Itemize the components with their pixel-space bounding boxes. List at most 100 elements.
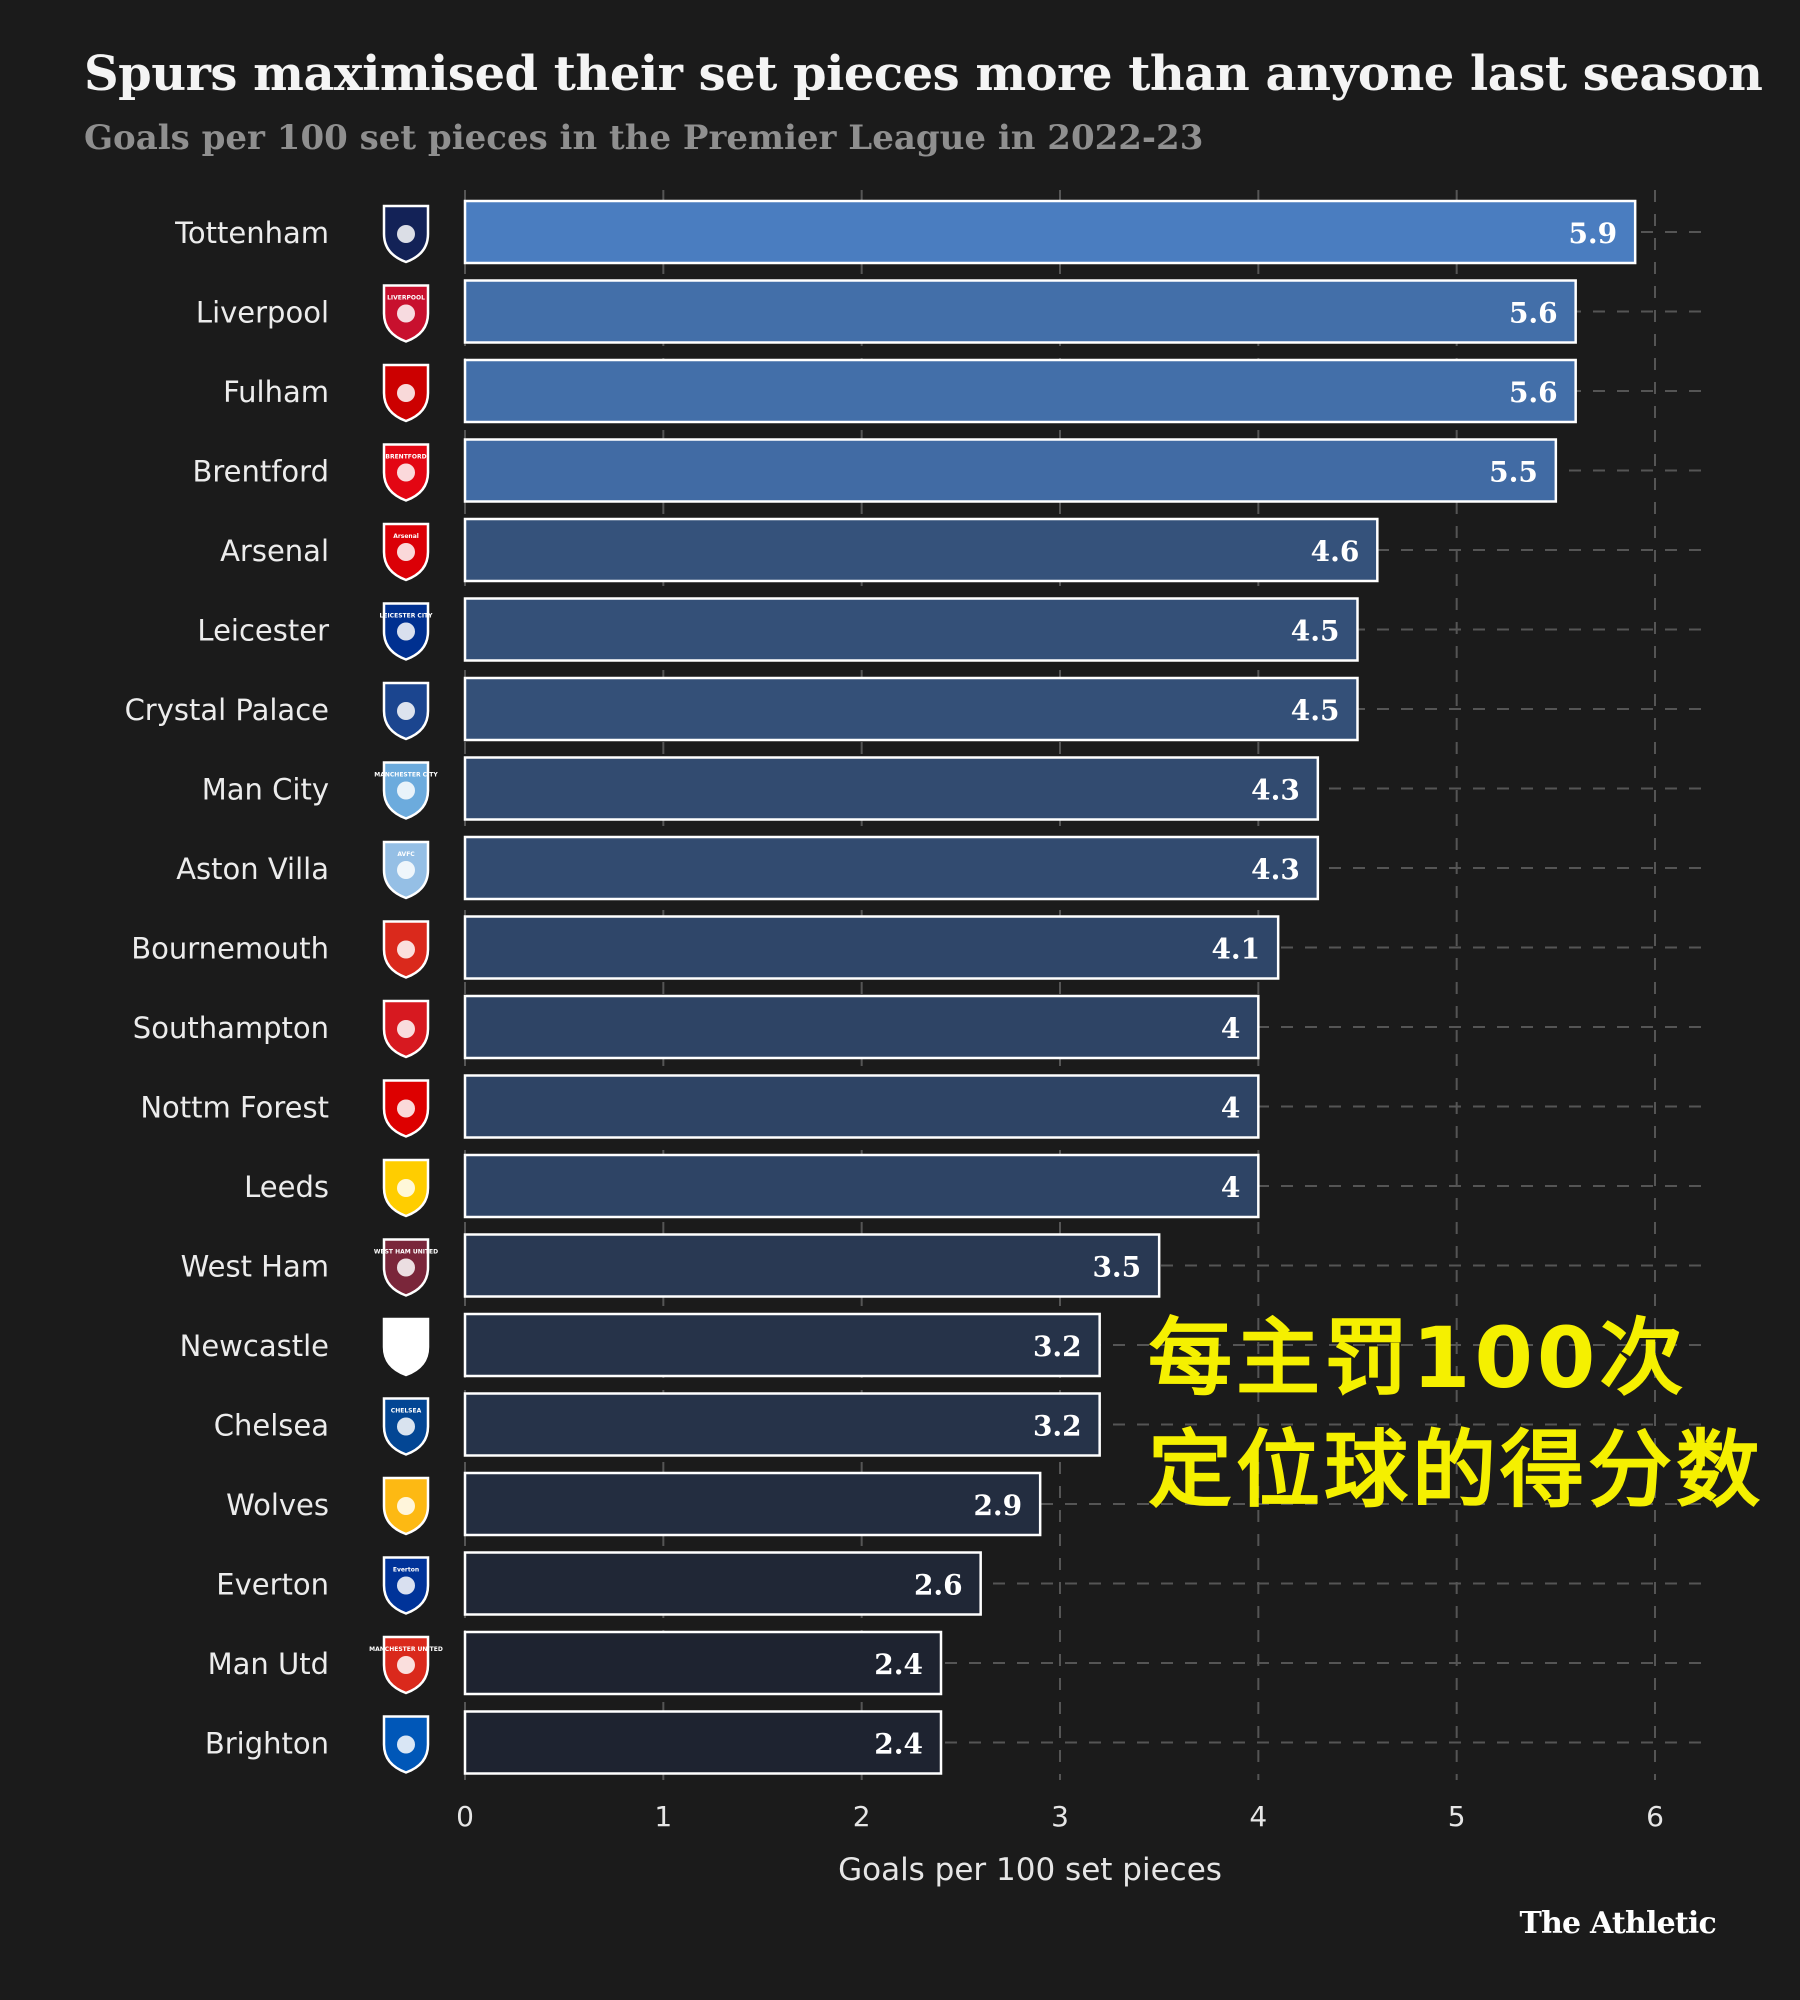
bar-value-label: 4.5 [1291, 694, 1340, 727]
annotation-line-1: 每主罚100次 [1148, 1309, 1688, 1407]
team-label: Tottenham [174, 216, 329, 250]
crystal-palace-crest-icon [382, 681, 430, 741]
bar-value-label: 5.6 [1509, 376, 1558, 409]
x-tick-label: 2 [853, 1800, 871, 1833]
team-label: Bournemouth [131, 932, 329, 966]
x-tick-label: 4 [1249, 1800, 1267, 1833]
chelsea-crest-icon: CHELSEA [382, 1397, 430, 1456]
crest-emblem [397, 702, 415, 720]
brand-logo: The Athletic [1519, 1906, 1717, 1941]
crest-text: LIVERPOOL [387, 295, 425, 302]
bar [463, 994, 1260, 1060]
team-label: Arsenal [220, 534, 329, 568]
team-label: Newcastle [180, 1329, 329, 1363]
x-tick-label: 1 [654, 1800, 672, 1833]
annotation-line-2: 定位球的得分数 [1148, 1421, 1765, 1519]
bar [463, 915, 1280, 980]
bar-value-label: 3.2 [1033, 1330, 1082, 1363]
bar [463, 1471, 1042, 1537]
bar-value-label: 4.3 [1251, 853, 1300, 886]
bar [463, 1233, 1161, 1298]
team-label: Everton [216, 1568, 329, 1602]
bar [463, 1153, 1260, 1219]
crest-text: WEST HAM UNITED [374, 1249, 438, 1256]
chart-subtitle: Goals per 100 set pieces in the Premier … [84, 118, 1204, 158]
man-city-crest-icon: MANCHESTER CITY [374, 761, 438, 820]
team-label: Crystal Palace [125, 693, 329, 727]
bar-value-label: 4.6 [1311, 535, 1360, 568]
crest-text: AVFC [397, 851, 415, 858]
newcastle-crest-icon [382, 1317, 430, 1377]
x-tick-label: 5 [1448, 1800, 1466, 1833]
bar-value-label: 4 [1221, 1171, 1240, 1204]
bar-value-label: 3.5 [1092, 1251, 1141, 1284]
bar [463, 279, 1577, 344]
crest-emblem [397, 1099, 415, 1118]
aston-villa-crest-icon: AVFC [382, 840, 430, 900]
crest-emblem [397, 940, 415, 959]
brighton-crest-icon [382, 1715, 430, 1774]
crest-emblem [397, 304, 415, 323]
crest-emblem [397, 1735, 415, 1754]
arsenal-crest-icon: Arsenal [382, 522, 430, 582]
x-axis-label: Goals per 100 set pieces [838, 1852, 1222, 1888]
chart-title: Spurs maximised their set pieces more th… [84, 46, 1763, 102]
crest-text: Arsenal [393, 533, 419, 540]
crest-text: MANCHESTER CITY [374, 772, 438, 779]
team-label: Brighton [205, 1727, 329, 1761]
bar-value-label: 4.3 [1251, 774, 1300, 807]
bar [463, 1392, 1101, 1457]
bar [463, 1630, 943, 1696]
category-labels: Tottenham Liverpool Fulham Brentford Arsenal… [125, 216, 330, 1761]
bar [463, 1710, 943, 1775]
crest-emblem [397, 861, 415, 879]
bar [463, 1074, 1260, 1139]
leicester-crest-icon: LEICESTER CITY [380, 602, 434, 661]
crest-emblem [397, 1576, 415, 1595]
crest-text: Everton [393, 1567, 419, 1574]
team-label: Fulham [223, 375, 329, 409]
brentford-crest-icon: BRENTFORD [382, 443, 430, 502]
team-label: West Ham [181, 1250, 329, 1284]
team-label: Man Utd [208, 1647, 329, 1681]
wolves-crest-icon [382, 1476, 430, 1536]
crest-emblem [397, 1656, 415, 1674]
team-label: Liverpool [196, 296, 329, 330]
grid-lines [464, 190, 1705, 1780]
team-crests: LIVERPOOL BRENTFORD Arsenal LEICESTER CITY M… [369, 204, 443, 1774]
bars: 5.9 5.6 5.6 5.5 4.6 4.5 4.5 4.3 4.3 4.1 4 4 4 3.5 3.2 3… [463, 199, 1637, 1775]
bar [463, 1312, 1101, 1378]
liverpool-crest-icon: LIVERPOOL [382, 284, 430, 343]
x-axis-ticks: 0 1 2 3 4 5 6 [456, 1800, 1664, 1833]
crest-emblem [397, 1179, 415, 1197]
bar [463, 199, 1637, 265]
crest-emblem [397, 1020, 415, 1038]
crest-text: MANCHESTER UNITED [369, 1646, 443, 1653]
everton-crest-icon: Everton [382, 1556, 430, 1615]
bar-value-label: 4.1 [1211, 933, 1260, 966]
crest-text: CHELSEA [391, 1408, 422, 1415]
southampton-crest-icon [382, 999, 430, 1059]
team-label: Southampton [133, 1011, 329, 1045]
bar [463, 438, 1558, 503]
crest-text: LEICESTER CITY [380, 613, 434, 620]
team-label: Nottm Forest [140, 1091, 329, 1125]
fulham-crest-icon [382, 363, 430, 423]
team-label: Leicester [197, 614, 329, 648]
crest-emblem [397, 1497, 415, 1515]
west-ham-crest-icon: WEST HAM UNITED [374, 1238, 438, 1297]
bar-value-label: 4 [1221, 1092, 1240, 1125]
chinese-annotation: 每主罚100次 定位球的得分数 [1148, 1302, 1764, 1526]
team-label: Leeds [244, 1170, 329, 1204]
bar [463, 756, 1320, 821]
bournemouth-crest-icon [382, 920, 430, 979]
team-label: Wolves [226, 1488, 329, 1522]
leeds-crest-icon [382, 1158, 430, 1218]
x-tick-label: 0 [456, 1800, 474, 1833]
team-label: Man City [202, 773, 329, 807]
crest-emblem [397, 1338, 415, 1356]
tottenham-crest-icon [382, 204, 430, 264]
team-label: Brentford [192, 455, 329, 489]
bar [463, 676, 1359, 742]
